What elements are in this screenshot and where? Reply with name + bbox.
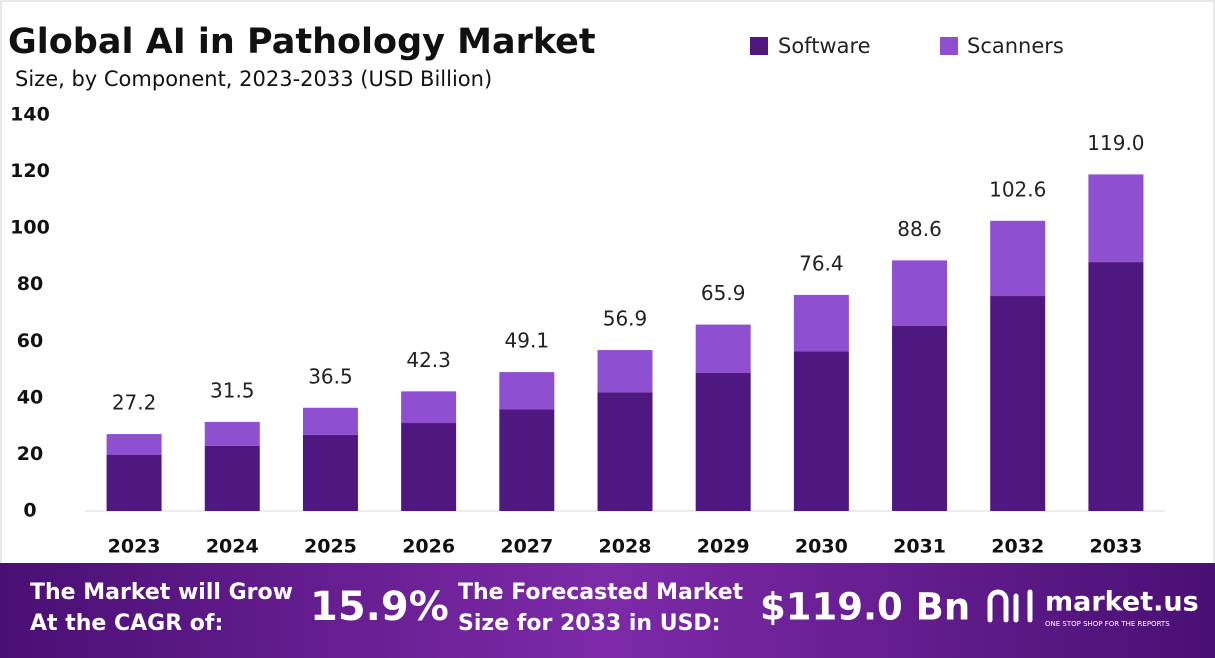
bar-segment bbox=[990, 220, 1046, 297]
y-tick-label: 100 bbox=[10, 217, 50, 239]
x-tick-label: 2023 bbox=[108, 536, 161, 558]
x-tick-label: 2027 bbox=[500, 536, 553, 558]
bar-segment bbox=[793, 351, 849, 511]
data-label: 65.9 bbox=[701, 281, 746, 305]
legend-label: Software bbox=[778, 34, 871, 58]
data-label: 56.9 bbox=[603, 307, 648, 331]
data-label: 36.5 bbox=[308, 364, 353, 388]
x-tick-label: 2030 bbox=[795, 536, 848, 558]
footer-cagr: 15.9% bbox=[310, 584, 449, 630]
bar-segment bbox=[204, 421, 260, 446]
footer-text: The Market will Grow bbox=[30, 580, 293, 605]
bar-segment bbox=[892, 260, 948, 327]
bar-segment bbox=[499, 409, 555, 511]
footer-text: Size for 2033 in USD: bbox=[458, 611, 721, 636]
bar-segment bbox=[990, 296, 1046, 511]
legend-label: Scanners bbox=[967, 34, 1064, 58]
y-tick-label: 40 bbox=[17, 386, 43, 408]
data-label: 119.0 bbox=[1087, 131, 1144, 155]
y-tick-label: 60 bbox=[17, 330, 43, 352]
bar-segment bbox=[1088, 174, 1144, 263]
x-tick-label: 2026 bbox=[402, 536, 455, 558]
chart-title: Global AI in Pathology Market bbox=[8, 22, 596, 62]
x-tick-label: 2028 bbox=[599, 536, 652, 558]
x-tick-label: 2032 bbox=[991, 536, 1044, 558]
footer-forecast: $119.0 Bn bbox=[760, 586, 970, 629]
y-tick-label: 120 bbox=[10, 160, 50, 182]
x-tick-label: 2025 bbox=[304, 536, 357, 558]
data-label: 31.5 bbox=[210, 378, 255, 402]
chart-subtitle: Size, by Component, 2023-2033 (USD Billi… bbox=[15, 67, 492, 91]
footer-banner bbox=[0, 563, 1215, 658]
x-tick-label: 2033 bbox=[1089, 536, 1142, 558]
footer-text: The Forecasted Market bbox=[458, 580, 744, 605]
bar-segment bbox=[597, 350, 653, 393]
y-tick-label: 140 bbox=[10, 104, 50, 126]
bar-segment bbox=[597, 392, 653, 511]
data-label: 42.3 bbox=[406, 348, 451, 372]
bar-segment bbox=[1088, 262, 1144, 511]
brand-name: market.us bbox=[1045, 587, 1199, 618]
bar-segment bbox=[106, 454, 162, 511]
y-tick-label: 80 bbox=[17, 273, 43, 295]
bar-segment bbox=[302, 407, 358, 435]
bar-segment bbox=[695, 372, 751, 511]
bar-segment bbox=[401, 423, 457, 511]
bar-segment bbox=[793, 294, 849, 352]
legend-swatch bbox=[940, 37, 958, 55]
y-tick-label: 20 bbox=[17, 443, 43, 465]
bar-segment bbox=[892, 326, 948, 511]
bar-segment bbox=[401, 391, 457, 424]
brand-tagline: ONE STOP SHOP FOR THE REPORTS bbox=[1045, 620, 1170, 628]
x-tick-label: 2024 bbox=[206, 536, 259, 558]
bar-segment bbox=[499, 372, 555, 410]
bar-segment bbox=[204, 445, 260, 511]
bar-segment bbox=[106, 434, 162, 455]
y-tick-label: 0 bbox=[23, 500, 36, 522]
x-tick-label: 2029 bbox=[697, 536, 750, 558]
data-label: 88.6 bbox=[897, 217, 942, 241]
footer-text: At the CAGR of: bbox=[30, 611, 223, 636]
brand-logo bbox=[987, 589, 1033, 623]
legend-swatch bbox=[750, 37, 768, 55]
data-label: 76.4 bbox=[799, 251, 844, 275]
x-tick-label: 2031 bbox=[893, 536, 946, 558]
data-label: 49.1 bbox=[505, 329, 550, 353]
bar-segment bbox=[302, 434, 358, 511]
data-label: 27.2 bbox=[112, 391, 157, 415]
bar-segment bbox=[695, 324, 751, 373]
data-label: 102.6 bbox=[989, 177, 1046, 201]
